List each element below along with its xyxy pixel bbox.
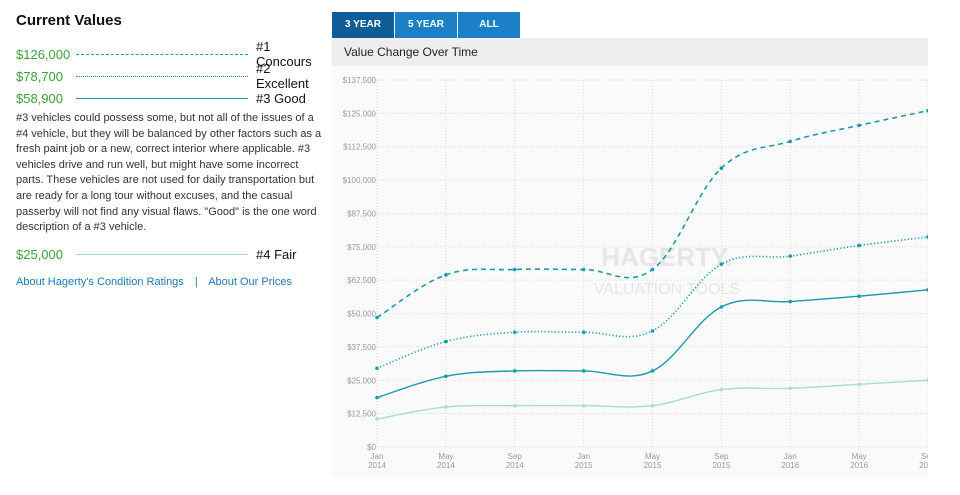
data-point <box>650 267 655 272</box>
data-point <box>788 139 793 144</box>
excellent-label: #2 Excellent <box>256 61 309 91</box>
our-prices-link[interactable]: About Our Prices <box>208 275 292 288</box>
y-tick-label: $12,500 <box>347 410 376 419</box>
current-values-panel: Current Values $126,000 #1 Concours $78,… <box>16 12 324 288</box>
x-tick-label: May <box>645 452 660 461</box>
value-row-good: $58,900 #3 Good <box>16 87 324 109</box>
concours-legend-line <box>76 53 248 55</box>
y-tick-label: $62,500 <box>347 276 376 285</box>
data-point <box>375 366 379 371</box>
data-point <box>650 369 655 373</box>
x-tick-label: May <box>438 452 453 461</box>
x-tick-label: 2015 <box>644 461 662 470</box>
y-tick-label: $87,500 <box>347 209 376 218</box>
fair-price: $25,000 <box>16 247 63 263</box>
data-point <box>650 329 655 333</box>
data-point <box>512 403 517 408</box>
x-tick-label: May <box>852 452 867 461</box>
y-tick-label: $125,000 <box>343 109 377 118</box>
x-tick-label: 2014 <box>437 461 455 470</box>
good-label: #3 Good <box>256 90 306 106</box>
data-point <box>926 287 928 292</box>
y-tick-label: $25,000 <box>347 376 376 385</box>
chart-panel: Value Change Over Time HAGERTY. VALUATIO… <box>332 38 928 478</box>
data-point <box>375 315 379 320</box>
data-point <box>444 339 448 344</box>
data-point <box>512 267 517 272</box>
data-point <box>444 405 448 409</box>
data-point <box>375 395 379 400</box>
fair-legend-line <box>76 254 248 256</box>
y-tick-label: $112,500 <box>343 143 376 152</box>
data-point <box>581 369 586 373</box>
x-tick-label: 2014 <box>368 461 386 470</box>
data-point <box>857 123 861 128</box>
x-tick-label: 2015 <box>712 461 730 470</box>
data-point <box>719 166 724 170</box>
data-point <box>444 374 448 379</box>
concours-price: $126,000 <box>16 46 71 62</box>
data-point <box>857 294 861 298</box>
data-point <box>788 254 793 258</box>
good-price: $58,900 <box>16 90 63 106</box>
watermark-brand: HAGERTY. <box>601 242 732 272</box>
watermark-tagline: VALUATION TOOLS <box>594 281 740 298</box>
info-links: About Hagerty's Condition Ratings | Abou… <box>16 276 324 288</box>
excellent-price: $78,700 <box>16 68 63 84</box>
x-tick-label: Sep <box>508 452 523 461</box>
value-row-excellent: $78,700 #2 Excellent <box>16 61 324 91</box>
data-point <box>719 387 724 392</box>
x-tick-label: Jan <box>577 452 590 461</box>
value-row-fair: $25,000 #4 Fair <box>16 244 324 266</box>
data-point <box>788 386 793 391</box>
x-tick-label: Sep <box>921 452 928 461</box>
data-point <box>512 330 517 335</box>
data-point <box>444 273 448 277</box>
data-point <box>926 378 928 383</box>
x-tick-label: 2016 <box>919 461 928 470</box>
x-tick-label: 2015 <box>575 461 593 470</box>
x-tick-label: Sep <box>714 452 729 461</box>
condition-description: #3 vehicles could possess some, but not … <box>16 112 322 234</box>
x-tick-label: Jan <box>371 452 384 461</box>
chart-title: Value Change Over Time <box>344 45 478 59</box>
x-tick-label: 2016 <box>850 461 868 470</box>
value-row-concours: $126,000 #1 Concours <box>16 39 324 69</box>
data-point <box>926 108 928 113</box>
y-tick-label: $100,000 <box>343 176 377 185</box>
concours-label: #1 Concours <box>256 39 312 69</box>
value-chart: HAGERTY. VALUATION TOOLS $0 $12,500 $25,00… <box>343 76 928 470</box>
tab-all[interactable]: ALL <box>458 12 520 38</box>
y-tick-label: $0 <box>367 443 376 452</box>
condition-ratings-link[interactable]: About Hagerty's Condition Ratings <box>16 275 184 288</box>
tab-3-year[interactable]: 3 YEAR <box>332 12 394 43</box>
link-separator: | <box>194 275 198 288</box>
tab-5-year[interactable]: 5 YEAR <box>395 12 457 38</box>
current-values-title: Current Values <box>16 12 122 29</box>
y-tick-label: $50,000 <box>347 310 376 319</box>
fair-label: #4 Fair <box>256 247 297 263</box>
data-point <box>512 369 517 373</box>
y-tick-label: $37,500 <box>347 343 376 352</box>
data-point <box>581 267 586 272</box>
excellent-legend-line <box>76 75 248 77</box>
x-tick-label: 2014 <box>506 461 524 470</box>
y-tick-label: $137,500 <box>343 76 377 85</box>
data-point <box>581 330 586 335</box>
data-point <box>719 305 724 309</box>
data-point <box>926 235 928 239</box>
x-tick-label: Jan <box>784 452 797 461</box>
data-point <box>581 403 586 408</box>
good-legend-line <box>76 97 248 99</box>
x-tick-label: 2016 <box>781 461 799 470</box>
data-point <box>650 403 655 408</box>
data-point <box>857 382 861 387</box>
data-point <box>719 262 724 266</box>
data-point <box>375 417 379 421</box>
period-tabs: 3 YEAR 5 YEAR ALL <box>332 12 521 43</box>
y-tick-label: $75,000 <box>347 243 376 252</box>
data-point <box>788 299 793 304</box>
data-point <box>857 243 861 248</box>
